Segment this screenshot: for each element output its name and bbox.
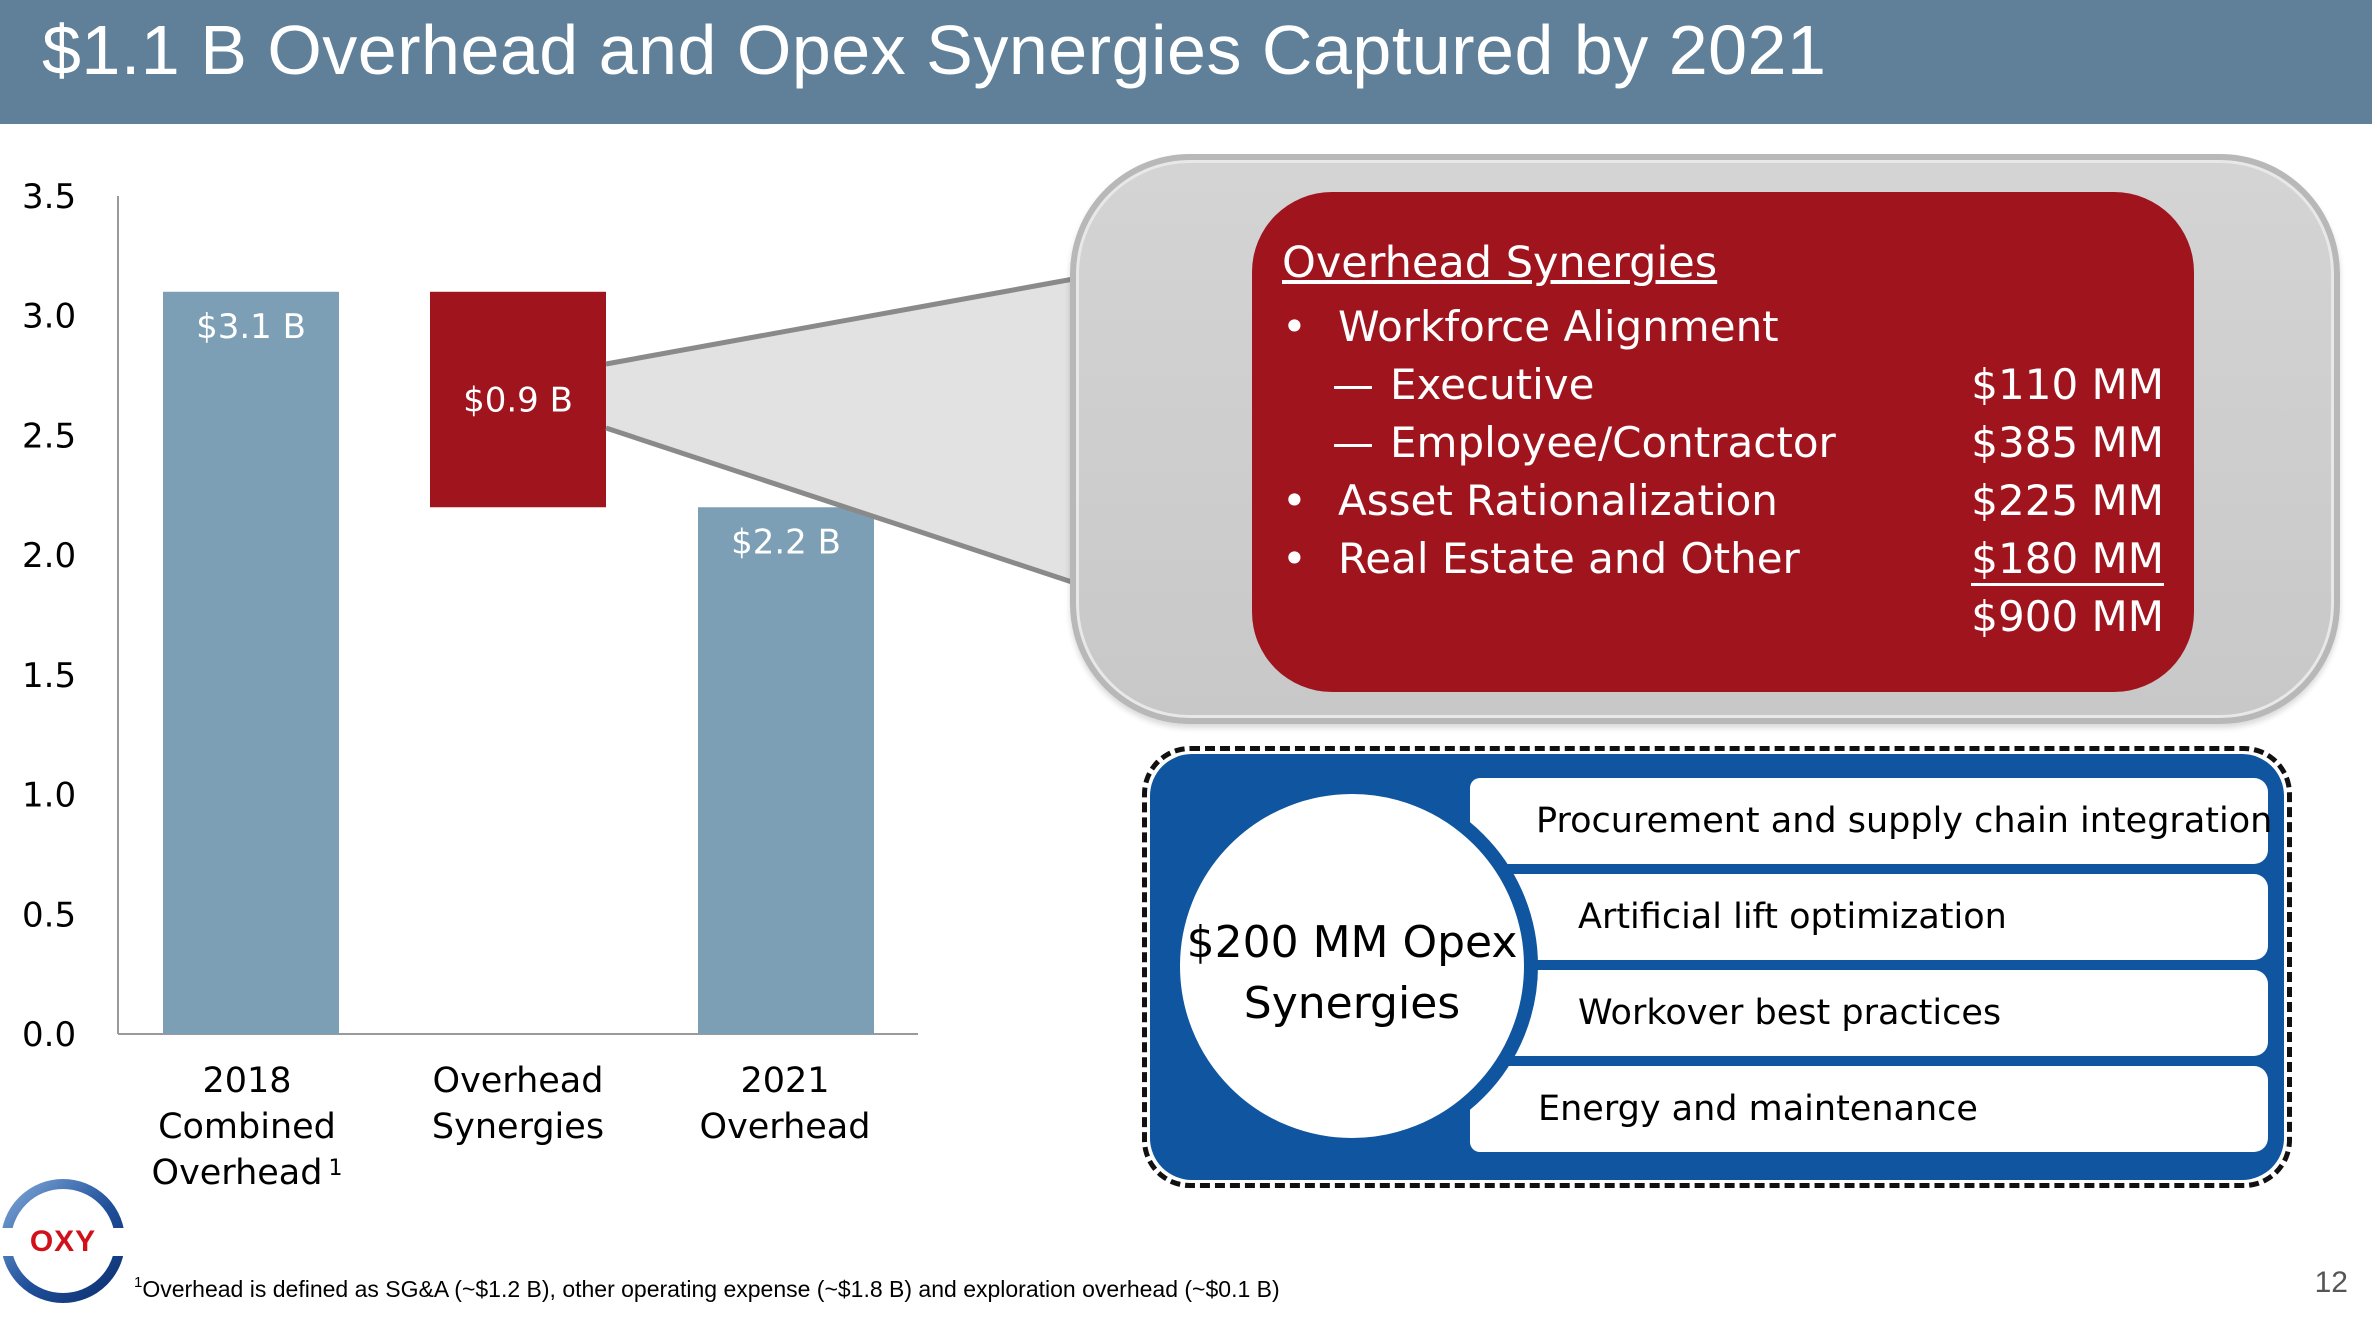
bar-2 [430,291,606,508]
bar-value-label: $2.2 B [731,522,841,562]
bullet-icon: • [1282,302,1307,351]
category-label-synergies: Overhead Synergies [431,1061,605,1147]
waterfall-chart: 0.0 0.5 1.0 1.5 2.0 2.5 3.0 3.5 $3.1 B $0.9 B $2.2… [22,177,918,1055]
y-tick-label: 1.5 [22,656,76,696]
y-tick-label: 2.0 [22,536,76,576]
bullet-icon: • [1282,534,1307,583]
synergy-row-workforce: • Workforce Alignment [1282,302,1779,351]
dash-icon: — [1332,360,1374,409]
opex-item-energy: Energy and maintenance [1470,1066,2268,1152]
y-tick-label: 0.5 [22,895,76,935]
footnote: 1Overhead is defined as SG&A (~$1.2 B), … [134,1274,1280,1302]
synergy-row-executive: — Executive $110 MM [1332,360,2164,409]
opex-item-workover: Workover best practices [1470,970,2268,1056]
category-label-2021: 2021 Overhead [699,1061,871,1147]
synergy-total-row: $900 MM [1252,592,2194,650]
y-tick-label: 0.0 [22,1015,76,1055]
bullet-icon: • [1282,476,1307,525]
page-number: 12 [2314,1266,2348,1299]
footnote-marker: 1 [328,1156,343,1181]
synergy-row-employee: — Employee/Contractor $385 MM [1332,418,2164,467]
synergy-row-asset: • Asset Rationalization $225 MM [1282,476,2164,525]
opex-circle-label: $200 MM Opex Synergies [1186,917,1518,1029]
opex-item-artificial-lift: Artificial lift optimization [1470,874,2268,960]
oxy-logo-icon: OXY [0,1179,126,1303]
synergy-total: $900 MM [1971,592,2164,641]
footnote-marker: 1 [134,1274,143,1291]
title-bar: $1.1 B Overhead and Opex Synergies Captu… [0,0,2372,124]
bar-1 [163,291,339,1034]
slide-title: $1.1 B Overhead and Opex Synergies Captu… [42,11,1827,89]
dash-icon: — [1332,418,1374,467]
y-tick-label: 1.0 [22,776,76,816]
bar-value-label: $0.9 B [463,381,573,421]
bar-3 [698,507,874,1034]
y-tick-label: 3.5 [22,177,76,217]
synergy-row-real-estate: • Real Estate and Other $180 MM [1252,534,2194,592]
bar-value-label: $3.1 B [196,307,306,347]
y-tick-label: 3.0 [22,297,76,337]
opex-dashed-frame [1142,746,2292,1188]
opex-item-procurement: Procurement and supply chain integration [1470,778,2272,864]
overhead-synergies-panel: Overhead Synergies • Workforce Alignment… [1252,192,2194,692]
y-tick-label: 2.5 [22,416,76,456]
category-label-2018: 2018 Combined Overhead 1 [151,1061,343,1193]
overhead-synergies-heading: Overhead Synergies [1282,238,1718,288]
logo-text: OXY [30,1225,96,1258]
